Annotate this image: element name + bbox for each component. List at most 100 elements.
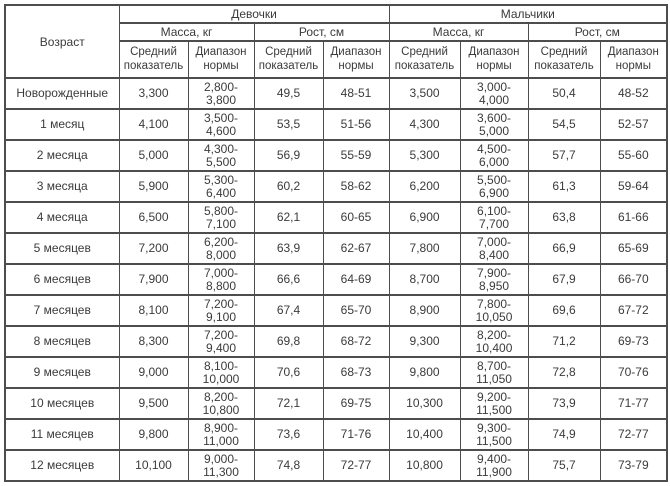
subheader-boys-height-range: Диапазон нормы: [599, 40, 668, 79]
girls-mass-avg-cell: 4,100: [118, 108, 189, 141]
boys-height-avg-cell: 71,2: [527, 325, 601, 358]
boys-height-avg-cell: 67,9: [527, 263, 601, 296]
boys-height-range-cell: 70-76: [599, 356, 668, 389]
girls-height-avg-cell: 62,1: [253, 201, 324, 234]
table-row: 1 месяц 4,100 3,500- 4,600 53,5 51-56 4,…: [4, 108, 668, 141]
table-row: 9 месяцев 9,000 8,100- 10,000 70,6 68-73…: [4, 356, 668, 389]
table-row: 4 месяца 6,500 5,800- 7,100 62,1 60-65 6…: [4, 201, 668, 234]
boys-height-range-cell: 48-52: [599, 77, 668, 110]
girls-mass-range-cell: 9,000- 11,300: [187, 449, 255, 482]
boys-mass-avg-cell: 10,300: [388, 387, 461, 420]
girls-mass-range-cell: 8,200- 10,800: [187, 387, 255, 420]
girls-mass-avg-cell: 10,100: [118, 449, 189, 482]
group-header-girls: Девочки: [118, 4, 390, 24]
girls-mass-avg-cell: 9,500: [118, 387, 189, 420]
girls-mass-range-cell: 7,000- 8,800: [187, 263, 255, 296]
girls-mass-range-cell: 7,200- 9,100: [187, 294, 255, 327]
boys-mass-range-cell: 8,200- 10,400: [459, 325, 529, 358]
age-cell: 12 месяцев: [4, 449, 120, 482]
boys-height-range-cell: 72-77: [599, 418, 668, 451]
subheader-girls-height-avg: Средний показатель: [253, 40, 324, 79]
girls-mass-range-cell: 8,100- 10,000: [187, 356, 255, 389]
girls-height-range-cell: 64-69: [322, 263, 390, 296]
girls-mass-range-cell: 7,200- 9,400: [187, 325, 255, 358]
girls-height-range-cell: 72-77: [322, 449, 390, 482]
girls-height-avg-cell: 69,8: [253, 325, 324, 358]
boys-height-range-cell: 66-70: [599, 263, 668, 296]
girls-height-avg-cell: 72,1: [253, 387, 324, 420]
boys-mass-avg-cell: 6,200: [388, 170, 461, 203]
table-header: Возраст Девочки Мальчики Масса, кг Рост,…: [4, 4, 668, 79]
age-cell: 1 месяц: [4, 108, 120, 141]
girls-height-avg-cell: 73,6: [253, 418, 324, 451]
subheader-girls-height-range: Диапазон нормы: [322, 40, 390, 79]
boys-mass-avg-cell: 10,800: [388, 449, 461, 482]
boys-height-avg-cell: 54,5: [527, 108, 601, 141]
age-cell: Новорожденные: [4, 77, 120, 110]
girls-height-range-cell: 48-51: [322, 77, 390, 110]
boys-mass-range-cell: 8,700- 11,050: [459, 356, 529, 389]
table-row: 6 месяцев 7,900 7,000- 8,800 66,6 64-69 …: [4, 263, 668, 296]
girls-mass-avg-cell: 7,200: [118, 232, 189, 265]
girls-mass-avg-cell: 8,300: [118, 325, 189, 358]
boys-height-avg-cell: 61,3: [527, 170, 601, 203]
table-row: 5 месяцев 7,200 6,200- 8,000 63,9 62-67 …: [4, 232, 668, 265]
age-cell: 5 месяцев: [4, 232, 120, 265]
boys-mass-range-cell: 3,000- 4,000: [459, 77, 529, 110]
boys-mass-range-cell: 5,500- 6,900: [459, 170, 529, 203]
group-header-boys: Мальчики: [388, 4, 668, 24]
girls-height-range-cell: 68-72: [322, 325, 390, 358]
table-row: 10 месяцев 9,500 8,200- 10,800 72,1 69-7…: [4, 387, 668, 420]
age-cell: 4 месяца: [4, 201, 120, 234]
subheader-boys-mass-avg: Средний показатель: [388, 40, 461, 79]
boys-height-range-cell: 55-60: [599, 139, 668, 172]
table-body: Новорожденные 3,300 2,800- 3,800 49,5 48…: [4, 77, 668, 482]
measure-header-girls-height: Рост, см: [253, 22, 390, 42]
age-cell: 11 месяцев: [4, 418, 120, 451]
boys-height-avg-cell: 69,6: [527, 294, 601, 327]
boys-height-avg-cell: 72,8: [527, 356, 601, 389]
table-row: 3 месяца 5,900 5,300- 6,400 60,2 58-62 6…: [4, 170, 668, 203]
boys-height-range-cell: 69-73: [599, 325, 668, 358]
boys-height-avg-cell: 66,9: [527, 232, 601, 265]
boys-mass-range-cell: 9,300- 11,500: [459, 418, 529, 451]
girls-height-avg-cell: 53,5: [253, 108, 324, 141]
girls-height-range-cell: 55-59: [322, 139, 390, 172]
table-row: 7 месяцев 8,100 7,200- 9,100 67,4 65-70 …: [4, 294, 668, 327]
growth-table: Возраст Девочки Мальчики Масса, кг Рост,…: [4, 4, 669, 482]
boys-mass-range-cell: 7,800- 10,050: [459, 294, 529, 327]
boys-mass-range-cell: 7,900- 8,950: [459, 263, 529, 296]
measure-header-girls-mass: Масса, кг: [118, 22, 255, 42]
girls-height-avg-cell: 56,9: [253, 139, 324, 172]
boys-height-range-cell: 73-79: [599, 449, 668, 482]
girls-mass-avg-cell: 8,100: [118, 294, 189, 327]
boys-height-range-cell: 59-64: [599, 170, 668, 203]
girls-height-avg-cell: 60,2: [253, 170, 324, 203]
girls-height-range-cell: 65-70: [322, 294, 390, 327]
boys-mass-avg-cell: 7,800: [388, 232, 461, 265]
girls-height-avg-cell: 66,6: [253, 263, 324, 296]
girls-mass-avg-cell: 7,900: [118, 263, 189, 296]
age-cell: 6 месяцев: [4, 263, 120, 296]
boys-mass-avg-cell: 5,300: [388, 139, 461, 172]
age-cell: 3 месяца: [4, 170, 120, 203]
measure-header-boys-mass: Масса, кг: [388, 22, 529, 42]
boys-height-range-cell: 67-72: [599, 294, 668, 327]
boys-height-range-cell: 65-69: [599, 232, 668, 265]
girls-mass-avg-cell: 6,500: [118, 201, 189, 234]
measure-header-row: Масса, кг Рост, см Масса, кг Рост, см: [5, 22, 668, 42]
girls-height-avg-cell: 70,6: [253, 356, 324, 389]
age-cell: 8 месяцев: [4, 325, 120, 358]
girls-height-range-cell: 69-75: [322, 387, 390, 420]
girls-height-avg-cell: 67,4: [253, 294, 324, 327]
subheader-girls-mass-avg: Средний показатель: [118, 40, 189, 79]
girls-height-avg-cell: 63,9: [253, 232, 324, 265]
boys-mass-avg-cell: 3,500: [388, 77, 461, 110]
age-cell: 7 месяцев: [4, 294, 120, 327]
age-cell: 9 месяцев: [4, 356, 120, 389]
table-row: 12 месяцев 10,100 9,000- 11,300 74,8 72-…: [4, 449, 668, 482]
boys-height-avg-cell: 75,7: [527, 449, 601, 482]
boys-mass-avg-cell: 9,300: [388, 325, 461, 358]
subheader-boys-mass-range: Диапазон нормы: [459, 40, 529, 79]
boys-mass-range-cell: 7,000- 8,400: [459, 232, 529, 265]
